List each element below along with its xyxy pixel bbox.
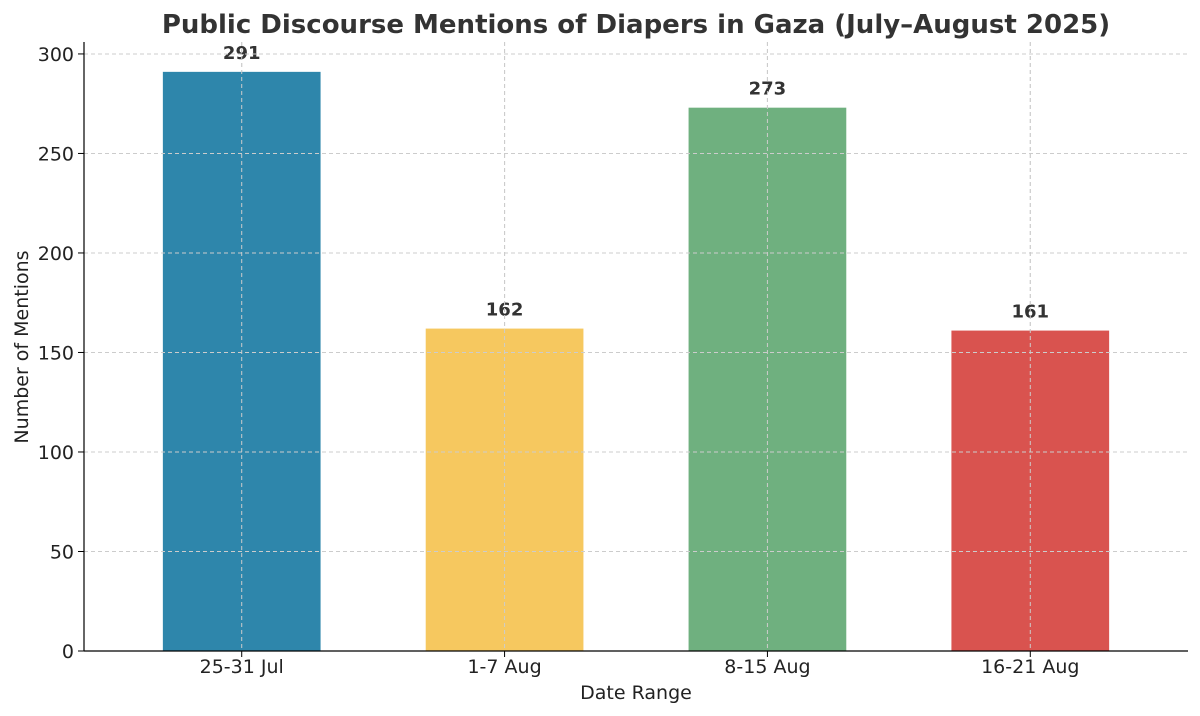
y-tick-label: 150 bbox=[38, 342, 74, 364]
data-label: 273 bbox=[749, 79, 787, 100]
x-tick-label: 8-15 Aug bbox=[724, 656, 810, 678]
y-tick-label: 100 bbox=[38, 442, 74, 464]
y-axis-label: Number of Mentions bbox=[11, 250, 33, 443]
y-tick-label: 0 bbox=[62, 641, 74, 663]
y-tick-label: 200 bbox=[38, 243, 74, 265]
y-tick-label: 300 bbox=[38, 44, 74, 66]
x-tick-label: 1-7 Aug bbox=[467, 656, 541, 678]
y-tick-label: 50 bbox=[50, 541, 74, 563]
x-tick-label: 16-21 Aug bbox=[981, 656, 1079, 678]
chart-title: Public Discourse Mentions of Diapers in … bbox=[162, 10, 1110, 40]
x-tick-label: 25-31 Jul bbox=[200, 656, 284, 678]
bars bbox=[162, 71, 1110, 652]
bar-25-31-jul bbox=[162, 71, 321, 651]
axes: 0 50 100 150 200 250 300 25-31 Jul 1-7 Aug 8-15 A… bbox=[38, 42, 1188, 678]
data-label: 291 bbox=[223, 43, 261, 64]
y-tick-label: 250 bbox=[38, 143, 74, 165]
data-label: 161 bbox=[1011, 302, 1049, 323]
x-axis-label: Date Range bbox=[580, 682, 692, 704]
